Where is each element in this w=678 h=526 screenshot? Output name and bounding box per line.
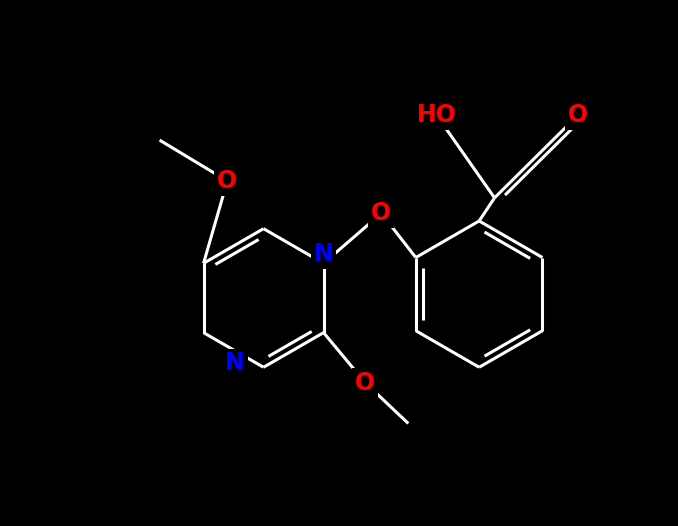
Text: N: N	[225, 351, 245, 376]
Text: O: O	[217, 169, 237, 193]
Text: HO: HO	[417, 104, 457, 127]
Text: O: O	[567, 104, 588, 127]
Text: N: N	[314, 242, 334, 266]
Text: O: O	[355, 371, 375, 394]
Text: O: O	[372, 201, 391, 225]
